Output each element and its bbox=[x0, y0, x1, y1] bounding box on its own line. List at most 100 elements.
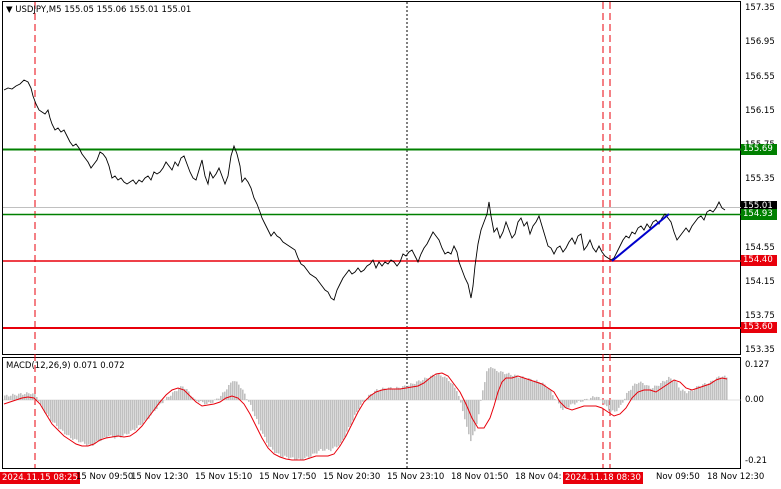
macd-bar bbox=[272, 400, 274, 450]
macd-bar bbox=[448, 381, 450, 400]
macd-bar bbox=[122, 400, 124, 436]
macd-bar bbox=[672, 380, 674, 400]
macd-bar bbox=[202, 400, 204, 403]
trend-line[interactable] bbox=[611, 213, 670, 262]
macd-bar bbox=[38, 400, 40, 402]
macd-bar bbox=[332, 400, 334, 449]
macd-bar bbox=[660, 383, 662, 400]
macd-bar bbox=[628, 390, 630, 400]
macd-bar bbox=[412, 383, 414, 400]
macd-bar bbox=[182, 386, 184, 400]
macd-bar bbox=[284, 400, 286, 456]
macd-bar bbox=[334, 400, 336, 447]
macd-bar bbox=[622, 400, 624, 403]
macd-bar bbox=[402, 386, 404, 400]
macd-bar bbox=[152, 400, 154, 412]
macd-bar bbox=[54, 400, 56, 423]
time-marker-left: 2024.11.15 08:25 bbox=[0, 472, 80, 484]
macd-bar bbox=[470, 400, 472, 442]
macd-bar bbox=[512, 376, 514, 400]
macd-bar bbox=[78, 400, 80, 443]
macd-bar bbox=[488, 368, 490, 400]
macd-bar bbox=[484, 382, 486, 400]
macd-bar bbox=[626, 392, 628, 400]
macd-bar bbox=[274, 400, 276, 454]
macd-bar bbox=[720, 377, 722, 400]
macd-bar bbox=[564, 400, 566, 408]
macd-bar bbox=[268, 400, 270, 447]
macd-bar bbox=[694, 389, 696, 400]
macd-bar bbox=[130, 400, 132, 431]
macd-bar bbox=[344, 400, 346, 438]
macd-bar bbox=[148, 400, 150, 419]
macd-bar bbox=[432, 374, 434, 400]
time-tick: 15 Nov 09:50 bbox=[76, 472, 134, 482]
macd-bar bbox=[680, 390, 682, 400]
macd-bar bbox=[294, 400, 296, 460]
macd-bar bbox=[236, 381, 238, 400]
macd-bar bbox=[408, 385, 410, 400]
macd-bar bbox=[308, 400, 310, 458]
macd-bar bbox=[64, 400, 66, 435]
macd-bar bbox=[364, 400, 366, 401]
macd-bar bbox=[230, 382, 232, 400]
macd-bar bbox=[210, 400, 212, 404]
price-tick: 153.75 bbox=[745, 311, 775, 321]
macd-bar bbox=[178, 388, 180, 400]
macd-bar bbox=[250, 400, 252, 405]
macd-tick: 0.00 bbox=[745, 395, 764, 405]
macd-bar bbox=[636, 384, 638, 400]
macd-bar bbox=[384, 388, 386, 400]
macd-bar bbox=[388, 387, 390, 400]
macd-bar bbox=[6, 394, 8, 400]
macd-bar bbox=[296, 400, 298, 460]
macd-bar bbox=[52, 400, 54, 423]
macd-bar bbox=[104, 400, 106, 438]
macd-bar bbox=[492, 368, 494, 400]
macd-bar bbox=[314, 400, 316, 454]
macd-bar bbox=[150, 400, 152, 416]
time-tick: 15 Nov 20:30 bbox=[323, 472, 381, 482]
macd-bar bbox=[602, 400, 604, 404]
macd-bar bbox=[60, 400, 62, 430]
macd-bar bbox=[608, 400, 610, 411]
macd-bar bbox=[66, 400, 68, 436]
macd-bar bbox=[276, 400, 278, 454]
macd-bar bbox=[340, 400, 342, 443]
macd-bar bbox=[360, 400, 362, 405]
macd-bar bbox=[458, 395, 460, 400]
chart-title: ▼ USDJPY,M5 155.05 155.06 155.01 155.01 bbox=[6, 5, 191, 15]
macd-bar bbox=[442, 377, 444, 400]
macd-bar bbox=[696, 386, 698, 400]
macd-bar bbox=[264, 400, 266, 437]
macd-bar bbox=[506, 373, 508, 400]
macd-bar bbox=[706, 384, 708, 400]
macd-bar bbox=[590, 397, 592, 400]
macd-bar bbox=[200, 400, 202, 402]
macd-bar bbox=[436, 374, 438, 400]
macd-bar bbox=[416, 381, 418, 400]
macd-bar bbox=[226, 389, 228, 400]
price-tick: 155.35 bbox=[745, 174, 775, 184]
macd-bar bbox=[18, 393, 20, 400]
macd-bar bbox=[232, 381, 234, 400]
macd-bar bbox=[222, 392, 224, 400]
macd-bar bbox=[440, 375, 442, 400]
macd-bar bbox=[438, 373, 440, 400]
macd-bar bbox=[606, 400, 608, 407]
macd-bar bbox=[238, 384, 240, 400]
macd-bar bbox=[420, 381, 422, 400]
macd-bar bbox=[618, 400, 620, 408]
macd-bar bbox=[84, 400, 86, 444]
ohlc-values: 155.05 155.06 155.01 155.01 bbox=[64, 5, 192, 15]
macd-bar bbox=[172, 392, 174, 400]
macd-bar bbox=[108, 400, 110, 437]
macd-bar bbox=[656, 385, 658, 400]
symbol-menu-arrow-icon[interactable]: ▼ bbox=[6, 5, 13, 15]
macd-bar bbox=[136, 400, 138, 429]
macd-bar bbox=[658, 385, 660, 400]
macd-bar bbox=[176, 391, 178, 400]
macd-bar bbox=[482, 390, 484, 400]
macd-bar bbox=[362, 400, 364, 402]
